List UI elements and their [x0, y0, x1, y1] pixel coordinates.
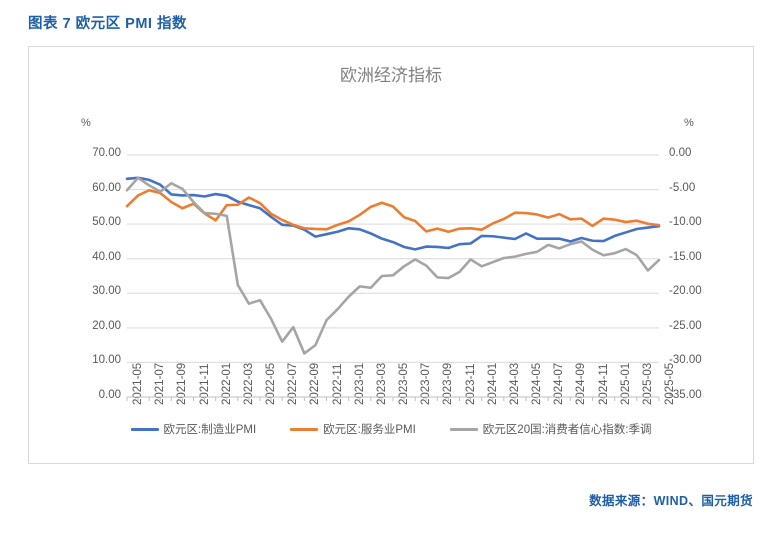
left-axis-tick-label: 30.00	[92, 285, 121, 298]
legend-color-swatch	[449, 427, 478, 431]
legend-color-swatch	[290, 427, 319, 431]
right-axis-tick-label: -35.00	[669, 389, 702, 401]
left-axis-tick-label: 0.00	[98, 389, 121, 401]
x-axis-tick-label: 2025-05	[664, 362, 676, 405]
series-canvas	[125, 154, 661, 401]
chart-title: 欧洲经济指标	[340, 66, 442, 85]
right-axis-tick-label: -20.00	[669, 285, 702, 298]
left-axis-tick-label: 20.00	[92, 319, 121, 332]
left-axis-tick-label: 70.00	[92, 147, 121, 159]
left-axis-tick-label: 60.00	[92, 181, 121, 194]
left-axis-tick-label: 40.00	[92, 250, 121, 263]
figure-caption: 图表 7 欧元区 PMI 指数	[28, 16, 187, 32]
right-axis-tick-label: 0.00	[669, 147, 692, 159]
series-line-1	[125, 188, 661, 234]
right-axis-tick-label: -25.00	[669, 319, 702, 332]
series-line-0	[125, 176, 661, 251]
right-axis-tick-label: -15.00	[669, 250, 702, 263]
legend-label: 欧元区20国:消费者信心指数:季调	[482, 424, 652, 436]
left-axis-tick-label: 10.00	[92, 354, 121, 367]
legend-item[interactable]: 欧元区20国:消费者信心指数:季调	[449, 421, 652, 437]
legend-color-swatch	[130, 427, 159, 431]
series-line-2	[125, 176, 661, 355]
legend-item[interactable]: 欧元区:制造业PMI	[130, 421, 257, 437]
left-axis-unit: %	[81, 117, 91, 129]
chart-container: 欧洲经济指标 % % 0.00 10.00 20.00 30.00 40.00 50.00…	[28, 46, 754, 464]
right-axis-unit: %	[684, 117, 694, 129]
right-axis-tick-label: -10.00	[669, 216, 702, 229]
legend-label: 欧元区:服务业PMI	[323, 424, 416, 436]
legend-label: 欧元区:制造业PMI	[163, 424, 257, 436]
chart-legend: 欧元区:制造业PMI 欧元区:服务业PMI 欧元区20国:消费者信心指数:季调	[29, 421, 753, 437]
right-axis-tick-label: -5.00	[669, 181, 696, 194]
legend-item[interactable]: 欧元区:服务业PMI	[290, 421, 416, 437]
source-note: 数据来源：WIND、国元期货	[589, 494, 753, 508]
right-axis-tick-label: -30.00	[669, 354, 702, 367]
left-axis-tick-label: 50.00	[92, 216, 121, 229]
plot-area	[125, 154, 661, 401]
